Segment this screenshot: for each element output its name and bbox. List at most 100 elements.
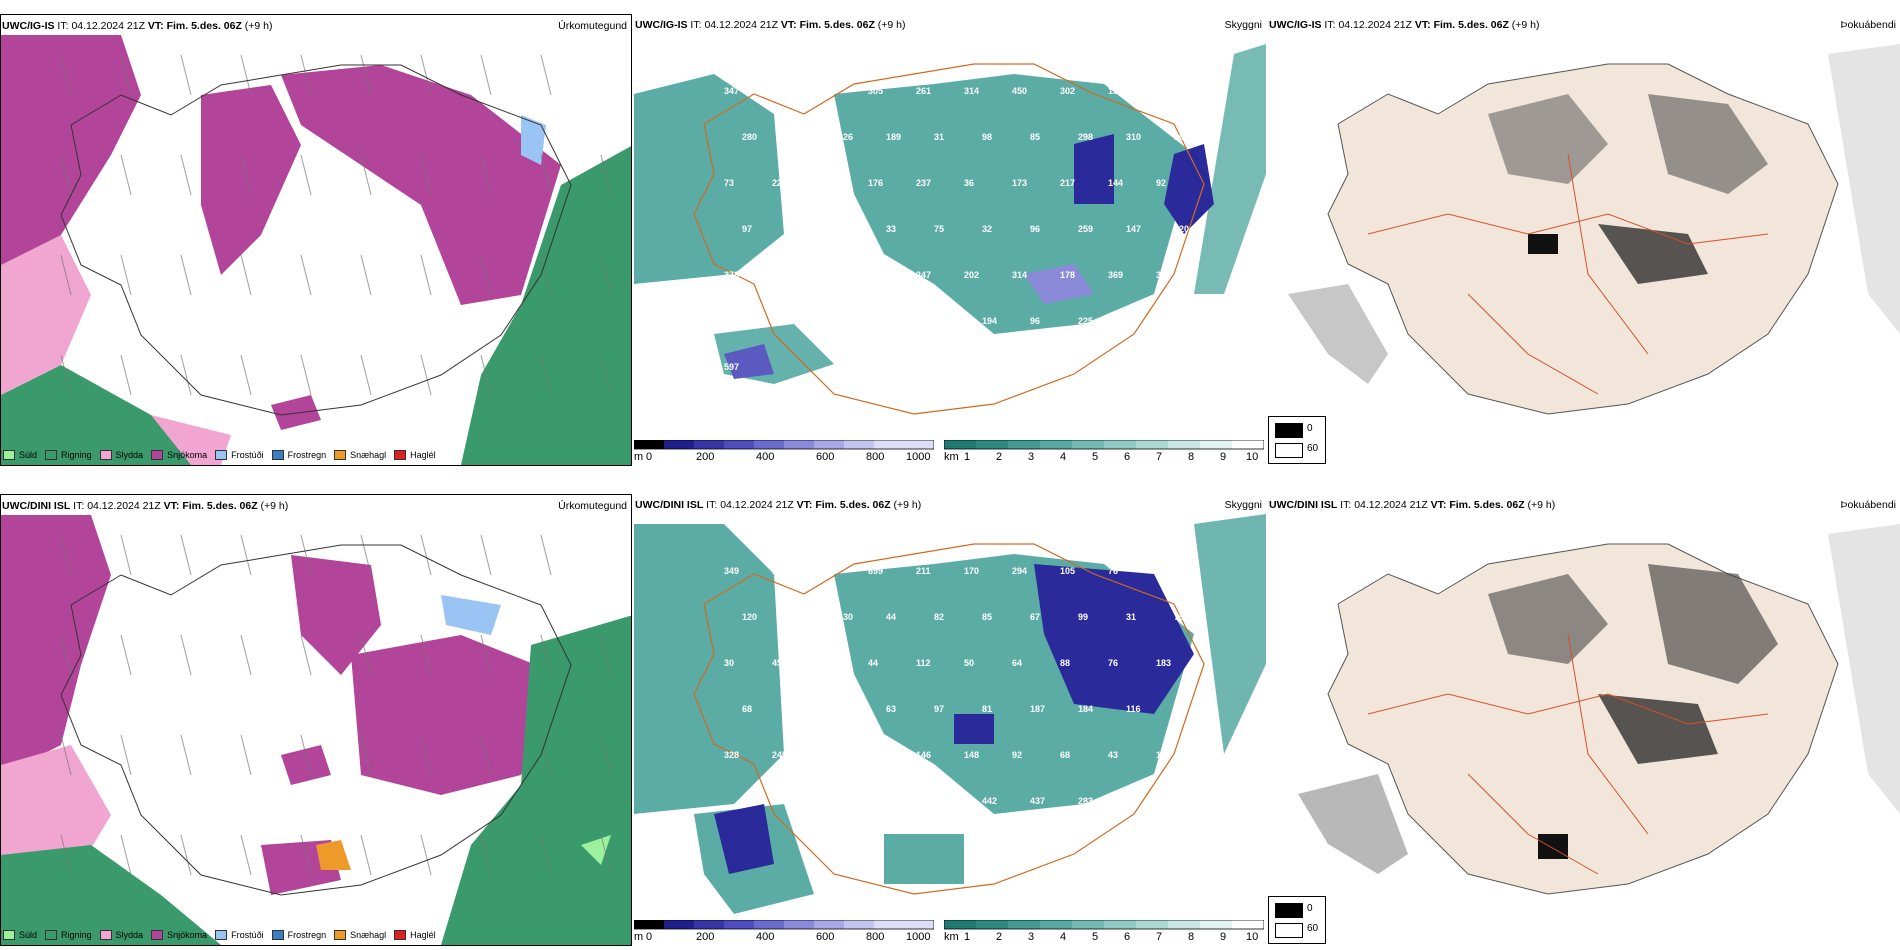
cloud-base-label: 50: [964, 658, 974, 668]
ceiling-tick: 600: [816, 451, 835, 463]
panel-header: UWC/DINI ISL IT: 04.12.2024 21Z VT: Fim.…: [2, 500, 627, 512]
panel-title: Skyggni: [1224, 499, 1262, 511]
legend-item-sleet: Slydda: [99, 450, 143, 460]
cloud-base-label: 189: [886, 132, 901, 142]
cloud-base-label: 59: [790, 612, 800, 622]
cloud-base-label: 73: [724, 178, 734, 188]
fog-swatch-black: [1275, 423, 1303, 438]
cloud-base-label: 148: [964, 750, 979, 760]
cloud-base-label: 146: [916, 750, 931, 760]
legend-item-rain: Rigning: [45, 930, 92, 940]
visibility-tick: 9: [1220, 931, 1227, 943]
cloud-base-label: 261: [916, 86, 931, 96]
visibility-tick: 4: [1060, 451, 1067, 463]
cloud-base-label: 76: [1108, 566, 1118, 576]
panel-header: UWC/IG-IS IT: 04.12.2024 21Z VT: Fim. 5.…: [635, 19, 1262, 31]
cloud-base-label: 302: [1156, 270, 1171, 280]
cloud-base-label: 75: [1174, 612, 1184, 622]
precip-type-map: [1, 35, 631, 465]
fog-legend-label: 60: [1307, 443, 1319, 454]
cloud-base-label: 211: [916, 566, 931, 576]
cloud-base-label: 44: [886, 612, 896, 622]
ceiling-tick: 600: [816, 931, 835, 943]
precip-type-map: [1, 515, 631, 945]
cloud-base-label: 33: [886, 224, 896, 234]
cloud-base-label: 50: [838, 224, 848, 234]
cloud-base-label: 259: [1078, 224, 1093, 234]
visibility-tick: 5: [1092, 931, 1099, 943]
cloud-base-label: 96: [1030, 316, 1040, 326]
cloud-base-label: 237: [838, 316, 853, 326]
cloud-base-label: 305: [868, 86, 883, 96]
cloud-base-label: 187: [1030, 704, 1045, 714]
ceiling-unit: m: [634, 451, 644, 463]
precip-panel-row2: UWC/DINI ISL IT: 04.12.2024 21Z VT: Fim.…: [0, 494, 632, 946]
cloud-base-label: 124: [1126, 316, 1141, 326]
legend-item-drizzle: Súld: [3, 450, 37, 460]
visibility-tick: 7: [1156, 451, 1163, 463]
cloud-base-label: 327: [1174, 316, 1189, 326]
legend-item-drizzle: Súld: [3, 930, 37, 940]
visibility-tick: 1: [964, 931, 971, 943]
cloud-base-label: 265: [886, 796, 901, 806]
cloud-base-label: 67: [1030, 612, 1040, 622]
cloud-base-label: 97: [934, 704, 944, 714]
cloud-base-label: 97: [742, 224, 752, 234]
cloud-base-label: 225: [1078, 316, 1093, 326]
cloud-base-label: 35: [820, 750, 830, 760]
legend-item-freezing-rain: Frostregn: [271, 450, 326, 460]
precip-legend: Súld Rigning Slydda Snjókoma Frostúði Fr…: [3, 927, 444, 943]
cloud-base-label: 63: [886, 704, 896, 714]
cloud-base-label: 82: [934, 612, 944, 622]
fog-legend-label: 0: [1307, 423, 1313, 434]
cloud-base-label: 159: [820, 566, 835, 576]
cloud-base-label: 899: [868, 566, 883, 576]
cloud-base-label: 85: [982, 612, 992, 622]
cloud-base-label: 68: [742, 704, 752, 714]
cloud-base-label: 144: [1108, 178, 1123, 188]
legend-item-snow: Snjókoma: [151, 450, 207, 460]
ceiling-tick: 1000: [906, 931, 931, 943]
cloud-base-label: 310: [1126, 132, 1141, 142]
cloud-base-label: 199: [1108, 86, 1123, 96]
visibility-colorbar: km 1 2 3 4 5 6 7 8 9 10: [944, 440, 1264, 464]
legend-item-sleet: Slydda: [99, 930, 143, 940]
fog-indicator-map: [1268, 34, 1900, 464]
cloud-base-label: 232: [790, 316, 805, 326]
cloud-base-label: 31: [934, 132, 944, 142]
cloud-base-label: 64: [1012, 658, 1022, 668]
cloud-base-label: 99: [1078, 612, 1088, 622]
legend-item-rain: Rigning: [45, 450, 92, 460]
visibility-tick: 5: [1092, 451, 1099, 463]
cloud-base-label: 223: [772, 178, 787, 188]
cloud-base-label: 30: [724, 658, 734, 668]
fog-legend: 0 60: [1268, 896, 1326, 944]
fog-panel-row1: UWC/IG-IS IT: 04.12.2024 21Z VT: Fim. 5.…: [1268, 14, 1900, 466]
legend-item-frost-drizzle: Frostúði: [215, 450, 264, 460]
cloud-base-label: 298: [1078, 132, 1093, 142]
visibility-tick: 3: [1028, 451, 1035, 463]
cloud-base-label: 314: [964, 86, 979, 96]
legend-item-snow-hail: Snæhagl: [334, 930, 386, 940]
cloud-base-label: 280: [742, 132, 757, 142]
panel-title: Skyggni: [1224, 19, 1262, 31]
fog-swatch-white: [1275, 443, 1303, 458]
cloud-base-label: 162: [772, 86, 787, 96]
cloud-base-label: 247: [916, 270, 931, 280]
panel-title: Úrkomutegund: [558, 500, 627, 512]
visibility-unit: km: [944, 451, 959, 463]
precip-legend: Súld Rigning Slydda Snjókoma Frostúði Fr…: [3, 447, 444, 463]
legend-item-frost-drizzle: Frostúði: [215, 930, 264, 940]
cloud-base-label: 302: [1060, 86, 1075, 96]
cloud-base-label: 185: [838, 704, 853, 714]
cloud-base-label: 349: [724, 566, 739, 576]
cloud-base-label: 237: [916, 178, 931, 188]
cloud-base-label: 112: [916, 658, 931, 668]
cloud-base-label: 104: [790, 796, 805, 806]
cloud-base-label: 43: [1108, 750, 1118, 760]
cloud-base-label: 75: [934, 224, 944, 234]
cloud-base-label: 184: [1078, 704, 1093, 714]
cloud-base-label: 349: [1156, 566, 1171, 576]
fog-legend-label: 60: [1307, 923, 1319, 934]
